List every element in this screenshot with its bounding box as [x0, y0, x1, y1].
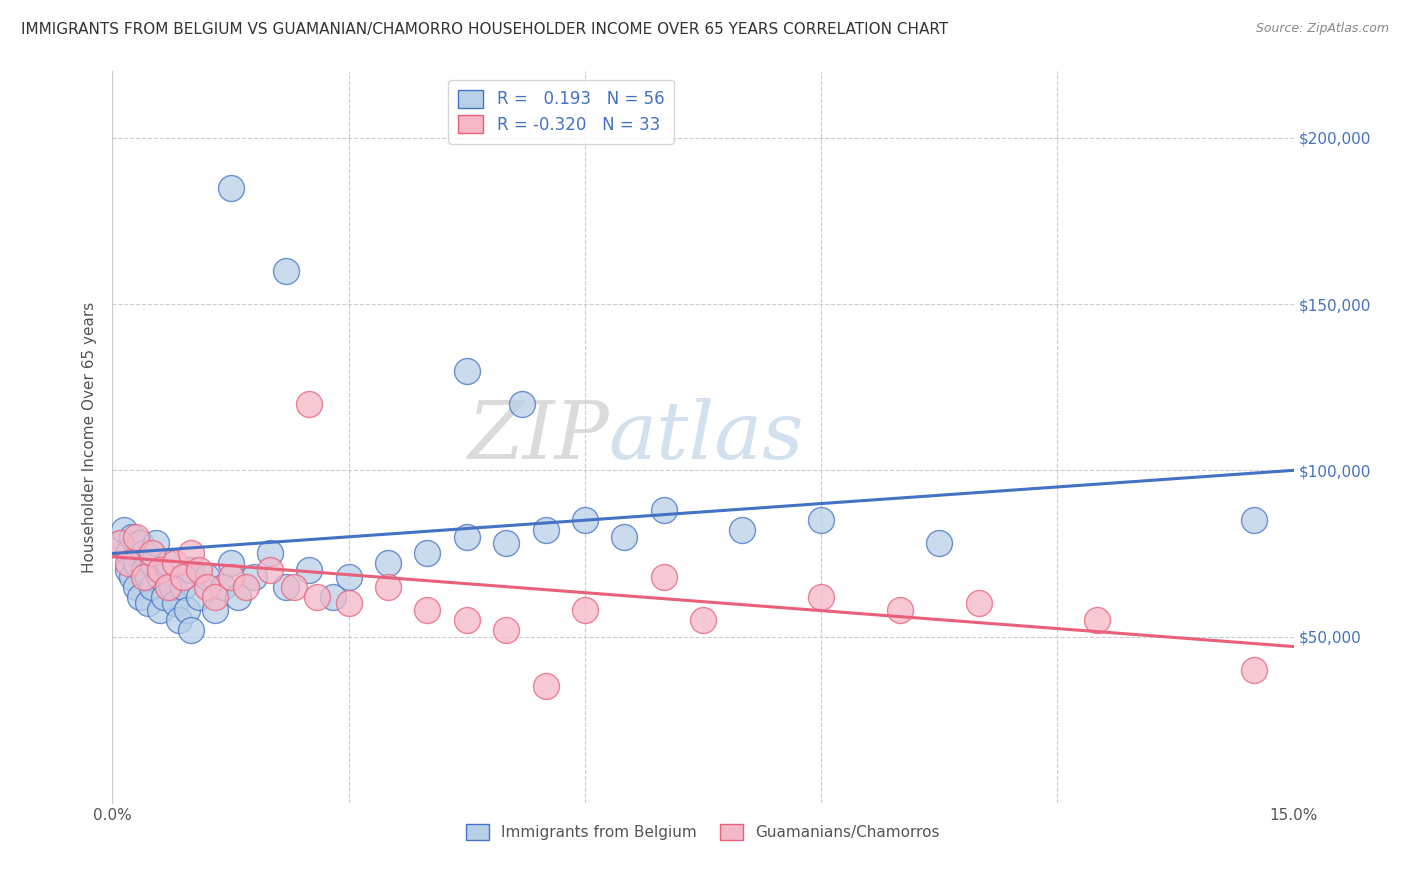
Point	[121, 530, 143, 544]
Point	[129, 590, 152, 604]
Point	[283, 580, 305, 594]
Point	[169, 613, 191, 627]
Point	[176, 603, 198, 617]
Point	[652, 503, 675, 517]
Point	[259, 546, 281, 560]
Point	[1085, 613, 1108, 627]
Point	[152, 590, 174, 604]
Point	[195, 580, 218, 594]
Point	[243, 570, 266, 584]
Point	[188, 590, 211, 604]
Point	[141, 546, 163, 560]
Point	[307, 590, 329, 604]
Point	[228, 590, 250, 604]
Point	[889, 603, 911, 617]
Point	[298, 397, 321, 411]
Y-axis label: Householder Income Over 65 years: Householder Income Over 65 years	[82, 301, 97, 573]
Point	[211, 580, 233, 594]
Point	[112, 523, 135, 537]
Point	[274, 580, 297, 594]
Point	[416, 546, 439, 560]
Point	[136, 570, 159, 584]
Point	[141, 580, 163, 594]
Point	[110, 536, 132, 550]
Point	[337, 596, 360, 610]
Point	[156, 580, 179, 594]
Point	[810, 590, 832, 604]
Point	[692, 613, 714, 627]
Point	[534, 680, 557, 694]
Point	[172, 570, 194, 584]
Point	[298, 563, 321, 577]
Point	[613, 530, 636, 544]
Point	[259, 563, 281, 577]
Point	[165, 596, 187, 610]
Point	[456, 613, 478, 627]
Point	[574, 603, 596, 617]
Point	[132, 546, 155, 560]
Point	[967, 596, 990, 610]
Point	[117, 546, 139, 560]
Point	[121, 570, 143, 584]
Point	[810, 513, 832, 527]
Point	[495, 623, 517, 637]
Point	[510, 397, 533, 411]
Point	[117, 557, 139, 571]
Legend: Immigrants from Belgium, Guamanians/Chamorros: Immigrants from Belgium, Guamanians/Cham…	[460, 818, 946, 847]
Point	[928, 536, 950, 550]
Point	[274, 264, 297, 278]
Text: Source: ZipAtlas.com: Source: ZipAtlas.com	[1256, 22, 1389, 36]
Point	[416, 603, 439, 617]
Point	[204, 603, 226, 617]
Text: atlas: atlas	[609, 399, 804, 475]
Point	[456, 530, 478, 544]
Point	[125, 530, 148, 544]
Point	[125, 580, 148, 594]
Point	[156, 557, 179, 571]
Point	[172, 580, 194, 594]
Point	[129, 536, 152, 550]
Point	[141, 557, 163, 571]
Point	[652, 570, 675, 584]
Point	[235, 580, 257, 594]
Point	[125, 557, 148, 571]
Point	[456, 363, 478, 377]
Point	[132, 570, 155, 584]
Point	[149, 570, 172, 584]
Point	[149, 563, 172, 577]
Point	[219, 570, 242, 584]
Point	[117, 563, 139, 577]
Point	[574, 513, 596, 527]
Text: ZIP: ZIP	[467, 399, 609, 475]
Point	[165, 557, 187, 571]
Point	[180, 546, 202, 560]
Point	[160, 580, 183, 594]
Point	[204, 590, 226, 604]
Point	[180, 563, 202, 577]
Text: IMMIGRANTS FROM BELGIUM VS GUAMANIAN/CHAMORRO HOUSEHOLDER INCOME OVER 65 YEARS C: IMMIGRANTS FROM BELGIUM VS GUAMANIAN/CHA…	[21, 22, 948, 37]
Point	[110, 536, 132, 550]
Point	[132, 563, 155, 577]
Point	[219, 557, 242, 571]
Point	[180, 623, 202, 637]
Point	[188, 563, 211, 577]
Point	[145, 536, 167, 550]
Point	[322, 590, 344, 604]
Point	[377, 557, 399, 571]
Point	[377, 580, 399, 594]
Point	[337, 570, 360, 584]
Point	[195, 570, 218, 584]
Point	[1243, 663, 1265, 677]
Point	[219, 180, 242, 194]
Point	[534, 523, 557, 537]
Point	[149, 603, 172, 617]
Point	[495, 536, 517, 550]
Point	[731, 523, 754, 537]
Point	[1243, 513, 1265, 527]
Point	[136, 596, 159, 610]
